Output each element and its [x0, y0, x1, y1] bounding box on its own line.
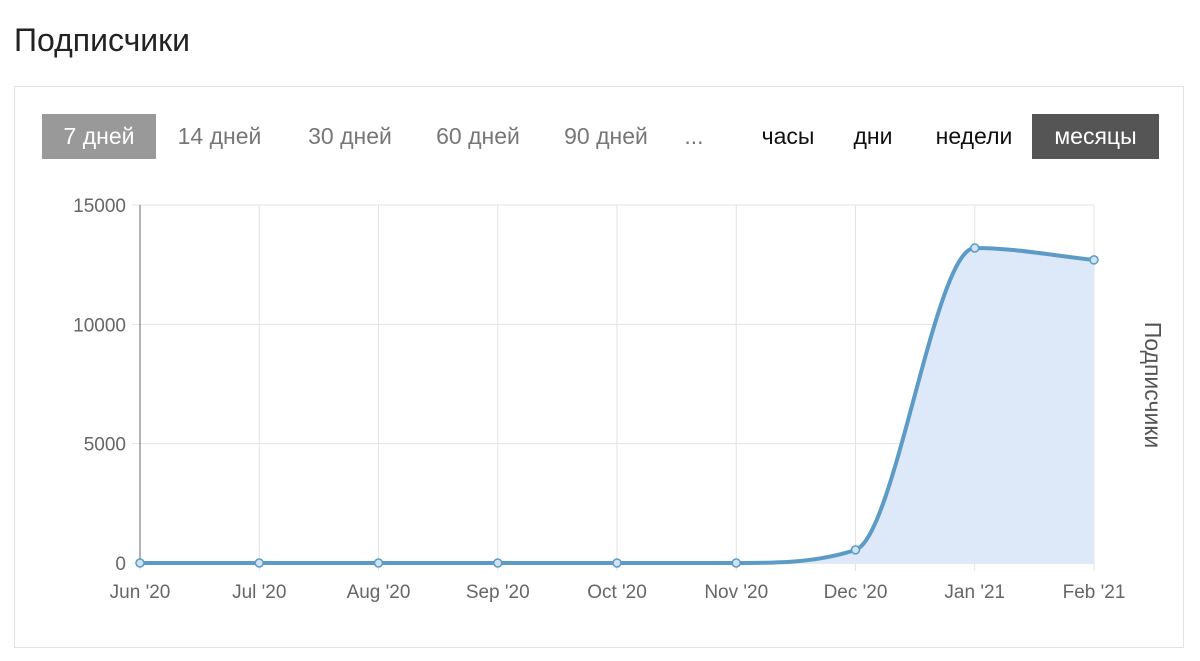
unit-months-button[interactable]: месяцы	[1032, 114, 1159, 159]
data-point	[612, 558, 622, 568]
data-point	[970, 243, 980, 253]
y-tick-label: 15000	[73, 196, 126, 217]
unit-hours-button[interactable]: часы	[761, 123, 815, 149]
range-14-days-button[interactable]: 14 дней	[177, 123, 262, 149]
x-tick-label: Dec '20	[824, 582, 888, 603]
range-90-days-button[interactable]: 90 дней	[564, 123, 648, 149]
data-point	[731, 558, 741, 568]
x-tick-label: Sep '20	[466, 582, 530, 603]
data-point	[373, 558, 384, 568]
y-tick-label: 5000	[84, 435, 126, 456]
range-more-button[interactable]: ...	[684, 123, 704, 149]
data-point	[850, 545, 861, 555]
data-point	[254, 558, 264, 568]
chart-toolbar: 7 дней 14 дней 30 дней 60 дней 90 дней .…	[42, 114, 1160, 160]
x-tick-label: Oct '20	[587, 582, 647, 603]
x-tick-label: Aug '20	[347, 582, 411, 603]
y-axis-label: Подписчики	[1140, 322, 1166, 449]
range-60-days-button[interactable]: 60 дней	[436, 123, 520, 149]
unit-weeks-button[interactable]: недели	[935, 123, 1013, 149]
range-30-days-button[interactable]: 30 дней	[308, 123, 392, 149]
range-7-days-button[interactable]: 7 дней	[42, 114, 156, 159]
page-title: Подписчики	[14, 22, 191, 58]
series-line	[139, 245, 1095, 565]
x-tick-label: Feb '21	[1063, 582, 1126, 603]
unit-days-button[interactable]: дни	[853, 123, 893, 149]
data-point	[493, 558, 503, 568]
x-tick-label: Jun '20	[110, 582, 171, 603]
y-tick-label: 10000	[73, 315, 126, 336]
series-area	[140, 247, 1094, 563]
x-tick-label: Nov '20	[704, 582, 768, 603]
y-tick-label: 0	[115, 554, 126, 575]
data-point	[1089, 255, 1099, 265]
x-tick-label: Jan '21	[944, 582, 1005, 603]
x-tick-label: Jul '20	[232, 582, 286, 603]
data-point	[135, 558, 145, 568]
